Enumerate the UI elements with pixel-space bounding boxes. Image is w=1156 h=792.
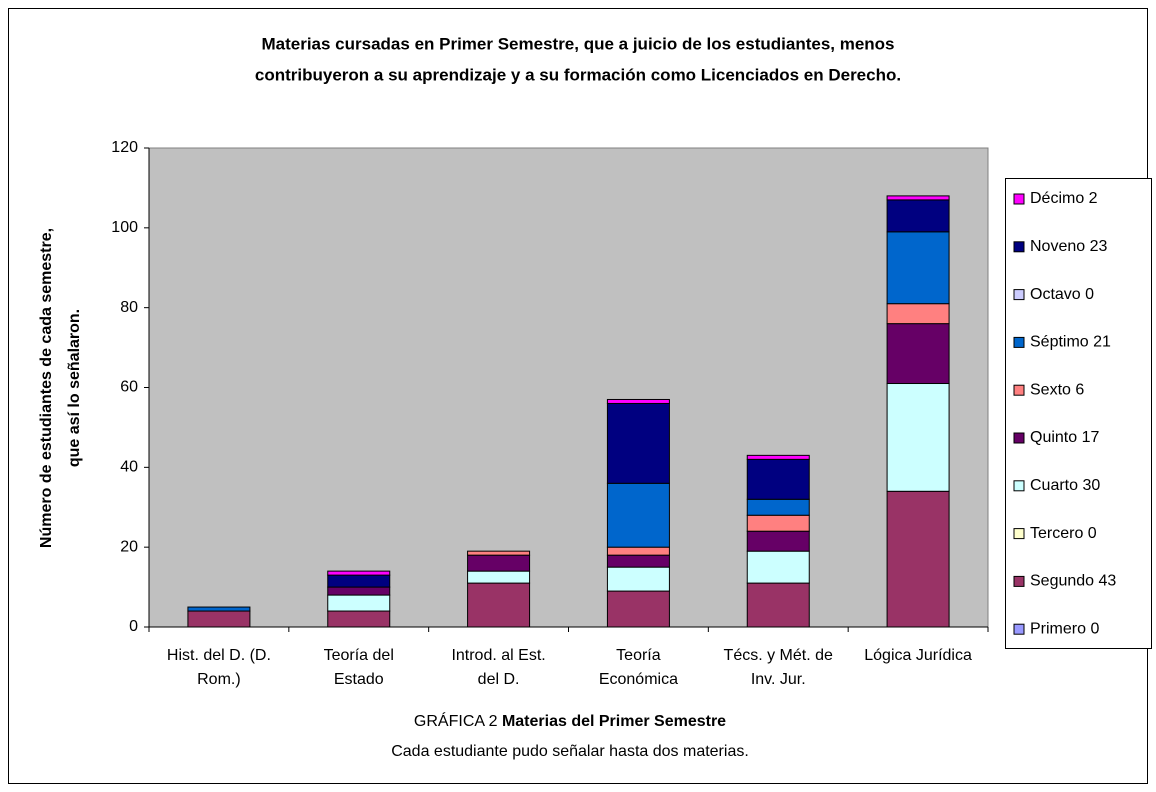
x-tick-label: Lógica Jurídica xyxy=(864,647,972,664)
plot-area xyxy=(148,147,989,628)
bar-segment xyxy=(746,498,810,516)
bar-segment xyxy=(467,554,531,572)
legend-swatch xyxy=(1013,193,1025,205)
y-tick-label: 20 xyxy=(120,538,138,555)
bar-segment xyxy=(886,383,950,492)
bar-segment xyxy=(746,458,810,500)
y-axis-label: Número de estudiantes de cada semestre, xyxy=(38,228,55,548)
legend-label: Sexto 6 xyxy=(1030,381,1084,398)
bar-segment xyxy=(606,590,670,628)
bar-segment xyxy=(886,195,950,201)
bar-segment xyxy=(746,582,810,628)
bar-segment xyxy=(886,231,950,305)
legend-label: Cuarto 30 xyxy=(1030,477,1100,494)
bar-segment xyxy=(606,402,670,484)
bar-segment xyxy=(886,490,950,628)
legend-label: Segundo 43 xyxy=(1030,573,1116,590)
x-tick-label: Teoría del Estado xyxy=(323,647,394,688)
y-tick-label: 80 xyxy=(120,299,138,316)
bar-segment xyxy=(606,546,670,556)
bar-segment xyxy=(467,550,531,556)
legend xyxy=(1005,178,1152,649)
bar-segment xyxy=(606,554,670,568)
bar-segment xyxy=(187,610,251,628)
legend-label: Primero 0 xyxy=(1030,620,1099,637)
legend-label: Décimo 2 xyxy=(1030,190,1098,207)
bar-segment xyxy=(886,303,950,325)
bar-segment xyxy=(327,574,391,588)
y-tick-label: 0 xyxy=(129,618,138,635)
legend-swatch xyxy=(1013,623,1025,635)
bar-segment xyxy=(467,570,531,584)
bar-segment xyxy=(606,566,670,592)
bar-segment xyxy=(327,610,391,628)
legend-label: Noveno 23 xyxy=(1030,238,1107,255)
bar-segment xyxy=(746,514,810,532)
legend-swatch xyxy=(1013,241,1025,253)
chart-title: Materias cursadas en Primer Semestre, qu… xyxy=(261,34,894,53)
legend-swatch xyxy=(1013,480,1025,492)
legend-swatch xyxy=(1013,336,1025,348)
x-tick-label: Teoría Económica xyxy=(598,647,678,688)
bar-segment xyxy=(746,454,810,460)
x-axis-label: GRÁFICA 2 Materias del Primer Semestre xyxy=(414,711,726,730)
legend-label: Quinto 17 xyxy=(1030,429,1099,446)
y-tick-label: 40 xyxy=(120,459,138,476)
x-tick-label: Hist. del D. (D. Rom.) xyxy=(166,647,271,688)
bar-segment xyxy=(467,582,531,628)
legend-label: Séptimo 21 xyxy=(1030,334,1111,351)
bar-segment xyxy=(886,199,950,233)
y-axis-label: que así lo señalaron. xyxy=(66,309,83,467)
legend-swatch xyxy=(1013,575,1025,587)
legend-swatch xyxy=(1013,528,1025,540)
legend-swatch xyxy=(1013,384,1025,396)
bar-segment xyxy=(187,606,251,612)
bar-segment xyxy=(606,398,670,404)
y-tick-label: 100 xyxy=(111,219,138,236)
legend-swatch xyxy=(1013,289,1025,301)
bar-segment xyxy=(327,570,391,576)
legend-swatch xyxy=(1013,432,1025,444)
caption-title: Materias del Primer Semestre xyxy=(502,713,726,730)
chart-title: contribuyeron a su aprendizaje y a su fo… xyxy=(255,65,901,84)
legend-label: Octavo 0 xyxy=(1030,286,1094,303)
x-tick-label: Introd. al Est. del D. xyxy=(451,647,546,688)
legend-label: Tercero 0 xyxy=(1030,525,1097,542)
bar-segment xyxy=(327,594,391,612)
y-tick-label: 120 xyxy=(111,139,138,156)
x-tick-label: Técs. y Mét. de Inv. Jur. xyxy=(723,647,833,688)
bar-segment xyxy=(327,586,391,596)
bar-segment xyxy=(606,482,670,548)
bar-segment xyxy=(746,550,810,584)
caption-prefix: GRÁFICA 2 xyxy=(414,711,498,730)
bar-segment xyxy=(746,530,810,552)
y-tick-label: 60 xyxy=(120,379,138,396)
caption-note: Cada estudiante pudo señalar hasta dos m… xyxy=(391,743,749,760)
bar-segment xyxy=(886,323,950,385)
